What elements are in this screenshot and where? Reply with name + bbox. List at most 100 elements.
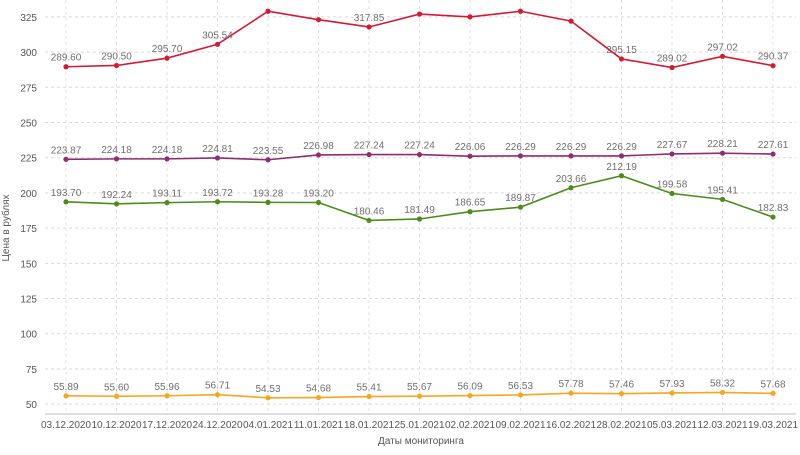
data-label: 290.37 [758,52,789,63]
data-point [315,17,322,23]
data-point [568,153,574,159]
data-point [416,393,423,399]
data-label: 56.09 [457,382,482,393]
data-label: 193.72 [202,188,233,199]
data-point [770,151,776,157]
data-point [669,390,675,396]
data-point [63,156,69,162]
data-point [315,394,322,401]
data-point [416,216,423,222]
y-tick-label: 50 [26,400,38,411]
data-label: 223.87 [51,145,82,156]
data-point [618,391,625,397]
data-point [568,185,574,191]
data-label: 193.70 [51,188,82,199]
data-point [770,63,776,69]
data-label: 57.93 [659,379,684,390]
x-tick-label: 05.03.2021 [647,420,697,431]
data-label: 289.60 [51,53,82,64]
data-label: 56.53 [508,381,533,392]
data-label: 57.68 [760,379,785,390]
data-point [467,392,473,399]
data-label: 55.67 [407,382,432,393]
data-label: 224.18 [101,145,132,156]
data-label: 180.46 [354,206,385,217]
data-label: 182.83 [758,203,789,214]
data-point [568,390,574,396]
data-label: 203.66 [556,174,587,185]
data-point [770,390,776,396]
x-tick-label: 03.12.2020 [41,420,91,431]
data-point [416,151,423,158]
data-label: 295.70 [152,44,183,55]
data-point [669,190,675,197]
x-tick-label: 10.12.2020 [91,420,141,431]
x-tick-label: 24.12.2020 [192,420,242,431]
x-tick-label: 17.12.2020 [142,420,192,431]
data-label: 226.06 [455,142,486,153]
data-label: 181.49 [404,205,435,216]
series-2: 223.87 224.18 224.18 224.81 223.55 226.98 227.… [51,139,789,163]
data-label: 192.24 [101,190,132,201]
y-tick-label: 75 [26,365,38,376]
data-label: 226.29 [606,142,637,153]
data-label: 189.87 [505,193,536,204]
data-label: 289.02 [657,54,688,65]
y-tick-label: 250 [20,119,37,130]
data-point [517,153,524,159]
data-label: 195.41 [707,185,738,196]
x-tick-label: 02.02.2021 [445,420,495,431]
y-tick-label: 150 [20,259,37,270]
data-point [265,8,271,14]
x-tick-label: 25.01.2021 [394,420,444,431]
data-label: 305.54 [202,30,233,41]
data-label: 226.29 [556,142,587,153]
data-label: 224.81 [202,144,233,155]
data-label: 227.24 [404,141,435,152]
data-label: 193.28 [253,188,284,199]
data-label: 226.98 [303,141,334,152]
data-point [164,393,170,399]
data-point [467,153,473,159]
series-4: 55.89 55.60 55.96 56.71 54.53 54.68 55.41 55.67… [53,378,786,401]
x-axis-ticks: 03.12.2020 10.12.2020 17.12.2020 24.12.2020… [41,420,798,431]
data-point [517,8,524,14]
data-point [719,53,726,59]
data-point [618,173,625,179]
data-point [63,199,69,205]
data-label: 317.85 [354,13,385,24]
data-point [366,217,372,224]
y-axis-ticks: 50 75 100 125 150 175 200 225 250 275 300 325 [20,13,37,411]
data-point [770,214,776,220]
data-point [113,201,120,207]
data-point [265,199,271,205]
data-point [63,393,69,399]
x-tick-label: 11.01.2021 [294,420,344,431]
data-point [618,153,625,159]
data-label: 193.20 [303,188,334,199]
x-tick-label: 16.02.2021 [546,420,596,431]
y-tick-label: 100 [20,330,37,341]
data-point [63,64,69,70]
x-tick-label: 28.02.2021 [596,420,646,431]
data-label: 57.78 [558,379,583,390]
data-point [669,64,675,71]
data-label: 227.61 [758,140,789,151]
data-point [113,156,120,162]
data-label: 55.60 [104,382,129,393]
data-point [113,393,120,399]
data-point [517,392,524,398]
series-3: 193.70 192.24 193.11 193.72 193.28 193.20 180.… [51,162,789,224]
data-point [265,157,271,163]
data-point [467,14,473,20]
data-point [416,11,423,17]
data-label: 193.11 [152,189,182,200]
data-point [669,151,675,157]
y-tick-label: 300 [20,48,37,59]
x-axis-title: Даты мониторинга [378,436,464,447]
data-point [517,204,524,210]
data-label: 56.71 [205,381,230,392]
y-tick-label: 125 [20,295,37,306]
